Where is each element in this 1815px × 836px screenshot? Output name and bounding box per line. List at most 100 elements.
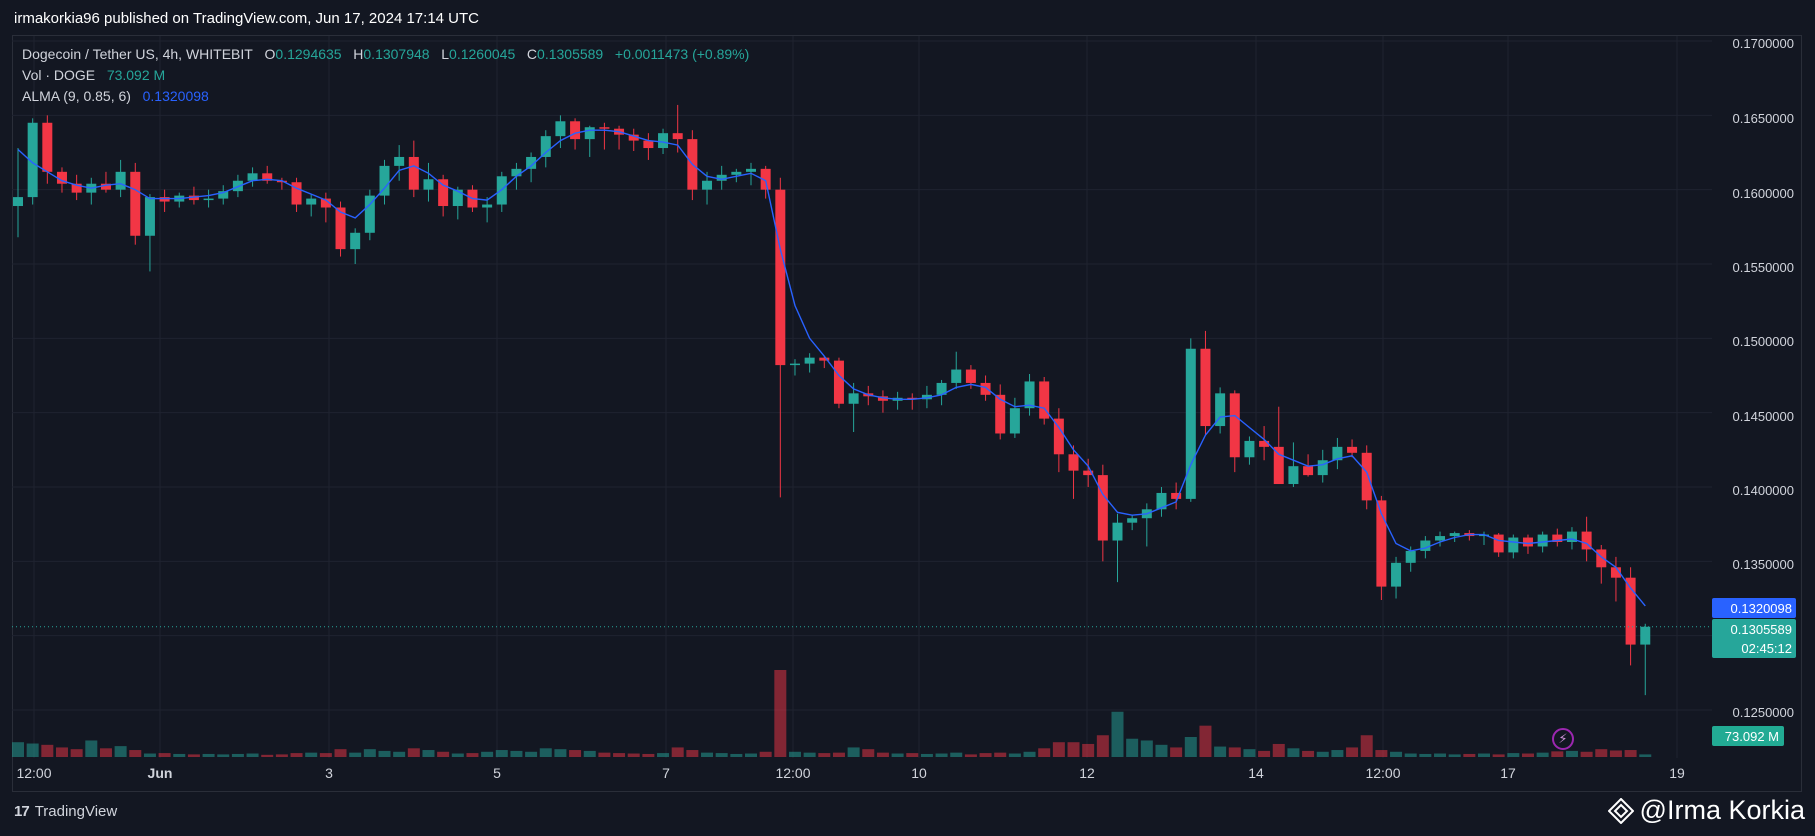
volume-bar — [1258, 750, 1271, 757]
volume-bar — [1126, 738, 1139, 757]
candle-body — [13, 197, 23, 207]
volume-bar — [1302, 750, 1315, 757]
candle-body — [452, 189, 463, 207]
volume-tag-text: 73.092 M — [1725, 729, 1779, 744]
candle — [1009, 397, 1020, 438]
candle — [1332, 437, 1343, 470]
lightning-icon[interactable]: ⚡ — [1552, 728, 1574, 750]
volume-bar — [99, 748, 112, 757]
candle-body — [775, 189, 786, 366]
volume-bar — [334, 749, 347, 757]
volume-bar — [202, 753, 215, 757]
brand-name: TradingView — [34, 803, 118, 820]
candle — [584, 125, 595, 157]
candle-body — [1127, 518, 1138, 523]
volume-bar — [129, 750, 142, 757]
low-label: L — [441, 46, 450, 62]
volume-bar — [393, 751, 406, 757]
candle — [100, 171, 111, 193]
candle-body — [1112, 522, 1123, 541]
candle — [877, 390, 888, 413]
candle-body — [1596, 549, 1607, 568]
bar-countdown: 02:45:12 — [1741, 641, 1792, 656]
candle — [658, 128, 669, 154]
price-tick: 0.1450000 — [1733, 409, 1794, 424]
chart-frame[interactable] — [12, 35, 1802, 792]
candle-body — [951, 369, 962, 383]
candle — [482, 197, 493, 223]
alma-value: 0.1320098 — [142, 88, 209, 104]
candle — [804, 353, 815, 373]
time-label: 5 — [493, 765, 501, 781]
candle — [1479, 531, 1489, 545]
candle-body — [1435, 536, 1446, 541]
candle-body — [276, 180, 287, 183]
volume-bar — [187, 754, 200, 757]
last-price-tag-text: 0.1305589 — [1731, 622, 1792, 637]
candle-body — [877, 396, 888, 401]
candle — [936, 379, 947, 406]
candle — [1596, 544, 1607, 584]
volume-bar — [657, 753, 670, 757]
volume-bar — [1331, 750, 1344, 757]
author-watermark: @Irma Korkia — [1607, 795, 1805, 826]
volume-legend-row[interactable]: Vol · DOGE 73.092 M — [22, 65, 749, 86]
volume-bar — [1184, 736, 1197, 757]
candle-body — [672, 133, 683, 140]
candle-body — [218, 191, 229, 199]
candle-body — [159, 197, 170, 202]
candle-body — [203, 198, 214, 201]
candle-body — [1259, 440, 1270, 447]
candle — [438, 174, 449, 217]
volume-bar — [1521, 753, 1534, 757]
candle — [1259, 426, 1270, 461]
candle — [643, 133, 654, 160]
candle-body — [760, 168, 771, 190]
candle-body — [702, 180, 713, 190]
volume-bar — [832, 752, 845, 757]
candle-body — [1566, 531, 1577, 543]
candle — [1053, 408, 1064, 473]
volume-bar — [1565, 750, 1578, 757]
candle-body — [848, 393, 859, 404]
candle — [833, 357, 844, 409]
price-tick: 0.1350000 — [1733, 557, 1794, 572]
volume-bar — [642, 753, 655, 757]
candle — [115, 159, 126, 198]
alma-legend-row[interactable]: ALMA (9, 0.85, 6) 0.1320098 — [22, 86, 749, 107]
candle-body — [27, 122, 38, 198]
chart-legend[interactable]: Dogecoin / Tether US, 4h, WHITEBIT O0.12… — [22, 44, 749, 107]
candle — [144, 194, 155, 272]
volume-bar — [979, 753, 992, 757]
candle — [159, 189, 170, 212]
candle-body — [408, 156, 419, 190]
volume-bar — [745, 753, 757, 757]
tradingview-brand[interactable]: 17 TradingView — [14, 803, 117, 820]
candle-body — [71, 183, 82, 193]
price-tick: 0.1500000 — [1733, 334, 1794, 349]
candle — [452, 186, 463, 220]
candle-body — [130, 171, 141, 236]
volume-bar — [950, 752, 963, 757]
candle-body — [1317, 460, 1328, 476]
candle-body — [1581, 531, 1592, 550]
volume-bar — [1111, 711, 1124, 757]
price-tick: 0.1700000 — [1733, 36, 1794, 51]
candle-body — [1229, 393, 1240, 458]
candle-body — [1625, 577, 1636, 645]
candle-body — [1156, 492, 1167, 510]
candle-body — [115, 171, 126, 190]
candle — [13, 148, 23, 238]
volume-bar — [495, 750, 508, 757]
volume-bar — [1316, 751, 1329, 757]
candle-body — [1522, 537, 1533, 547]
candle-body — [555, 121, 566, 137]
candle-body — [643, 140, 654, 149]
volume-value: 73.092 M — [106, 67, 166, 83]
volume-bar — [671, 747, 684, 757]
alma-line — [17, 129, 1646, 607]
symbol-legend-row[interactable]: Dogecoin / Tether US, 4h, WHITEBIT O0.12… — [22, 44, 749, 65]
volume-bar — [1272, 743, 1285, 757]
time-label: 12:00 — [1365, 765, 1400, 781]
